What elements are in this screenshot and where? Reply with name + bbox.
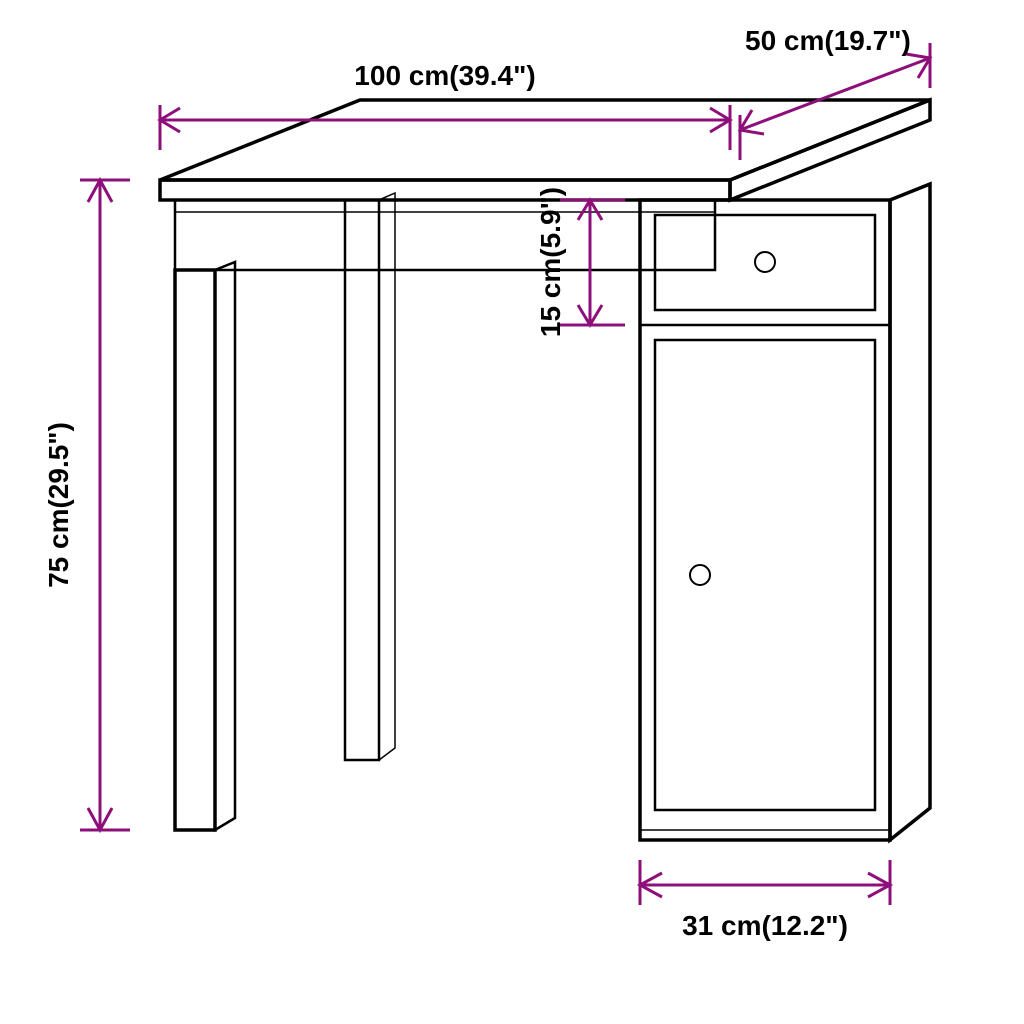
dimension-height: 75 cm(29.5") — [43, 180, 130, 830]
cabinet-width-label: 31 cm(12.2") — [682, 910, 848, 941]
dimension-width: 100 cm(39.4") — [160, 60, 730, 150]
depth-label: 50 cm(19.7") — [745, 25, 911, 56]
width-label: 100 cm(39.4") — [354, 60, 535, 91]
height-label: 75 cm(29.5") — [43, 422, 74, 588]
dimension-cabinet-width: 31 cm(12.2") — [640, 860, 890, 941]
dimension-drawer-height: 15 cm(5.9") — [535, 187, 625, 337]
drawer-height-label: 15 cm(5.9") — [535, 187, 566, 337]
